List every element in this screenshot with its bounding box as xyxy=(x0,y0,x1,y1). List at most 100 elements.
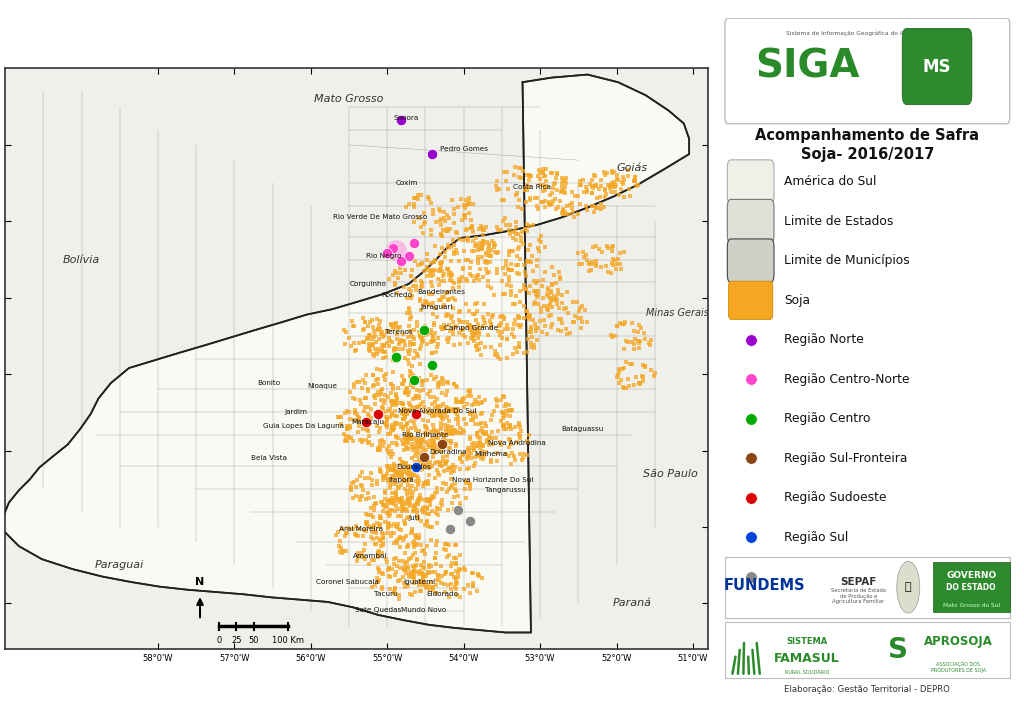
Point xyxy=(571,258,588,270)
Point xyxy=(635,375,651,386)
Point xyxy=(379,413,395,425)
Point xyxy=(429,574,445,586)
Point xyxy=(394,499,411,510)
Point xyxy=(593,262,609,273)
Point xyxy=(451,563,467,574)
Point xyxy=(433,497,450,508)
Point xyxy=(542,298,558,310)
Point xyxy=(392,562,409,573)
Point xyxy=(346,381,362,393)
Point xyxy=(423,359,439,370)
Point xyxy=(525,265,542,277)
Point xyxy=(454,450,470,461)
Point xyxy=(500,166,516,178)
Point xyxy=(384,409,400,420)
Point xyxy=(425,208,441,220)
Point xyxy=(426,443,442,455)
Point xyxy=(358,493,375,505)
Point xyxy=(494,275,510,286)
Point xyxy=(550,285,566,297)
Point xyxy=(412,293,428,304)
Point xyxy=(440,212,457,223)
Point xyxy=(398,293,415,304)
Point xyxy=(476,298,493,310)
Point xyxy=(462,480,478,492)
Point xyxy=(412,330,428,341)
Point xyxy=(402,552,419,563)
Point xyxy=(467,407,483,419)
Point xyxy=(406,503,422,515)
Point xyxy=(358,516,375,528)
Point xyxy=(464,245,480,257)
Point xyxy=(554,207,570,219)
Point xyxy=(474,311,490,323)
Point xyxy=(554,297,570,309)
Point xyxy=(431,410,447,421)
Point xyxy=(407,529,423,541)
Point xyxy=(543,321,559,333)
Point xyxy=(433,417,450,428)
Point xyxy=(475,450,492,462)
Point xyxy=(465,334,481,345)
Point xyxy=(510,201,526,212)
Point xyxy=(409,483,425,494)
Point xyxy=(409,320,425,331)
Point xyxy=(396,404,413,415)
Point xyxy=(537,184,553,196)
Point xyxy=(395,328,412,339)
Point xyxy=(488,263,505,275)
Point xyxy=(385,528,401,539)
Point xyxy=(347,521,364,532)
Point xyxy=(428,587,444,599)
Point xyxy=(474,422,490,434)
Point xyxy=(467,457,483,469)
Point xyxy=(371,333,387,344)
Point xyxy=(370,444,386,455)
Point xyxy=(473,417,489,428)
Point xyxy=(477,247,494,259)
Point xyxy=(406,441,422,452)
Point xyxy=(493,415,509,427)
Point xyxy=(550,289,566,300)
Point xyxy=(532,315,549,327)
Point xyxy=(427,240,443,252)
Point xyxy=(387,471,403,482)
Text: Rio Negro: Rio Negro xyxy=(366,253,401,259)
Point xyxy=(445,208,462,220)
Point xyxy=(455,323,471,335)
Point xyxy=(430,509,446,521)
Point xyxy=(349,412,366,423)
Point xyxy=(471,436,487,447)
Point xyxy=(429,377,445,389)
Point xyxy=(357,472,374,484)
Point xyxy=(408,531,424,542)
Point xyxy=(342,423,358,434)
Point xyxy=(382,335,398,347)
Point xyxy=(451,306,467,318)
Point xyxy=(539,303,555,315)
Point xyxy=(507,298,523,310)
Point xyxy=(373,394,389,406)
Point xyxy=(387,582,403,594)
Point xyxy=(473,349,489,361)
Point xyxy=(408,442,424,454)
Point xyxy=(360,436,377,448)
Text: Região Centro: Região Centro xyxy=(784,413,870,426)
Point xyxy=(435,431,452,443)
Point xyxy=(520,220,537,231)
Point xyxy=(400,404,417,415)
Point xyxy=(441,442,458,454)
Point xyxy=(565,316,582,328)
Point xyxy=(498,260,514,271)
Point xyxy=(399,407,416,419)
Point xyxy=(386,488,402,500)
Point xyxy=(339,421,355,433)
Point xyxy=(456,392,472,404)
Point xyxy=(462,478,478,489)
Point xyxy=(332,546,348,558)
Point xyxy=(397,483,414,494)
Point xyxy=(427,402,443,414)
Point xyxy=(392,397,409,409)
Point xyxy=(481,315,498,327)
Point xyxy=(381,510,397,521)
